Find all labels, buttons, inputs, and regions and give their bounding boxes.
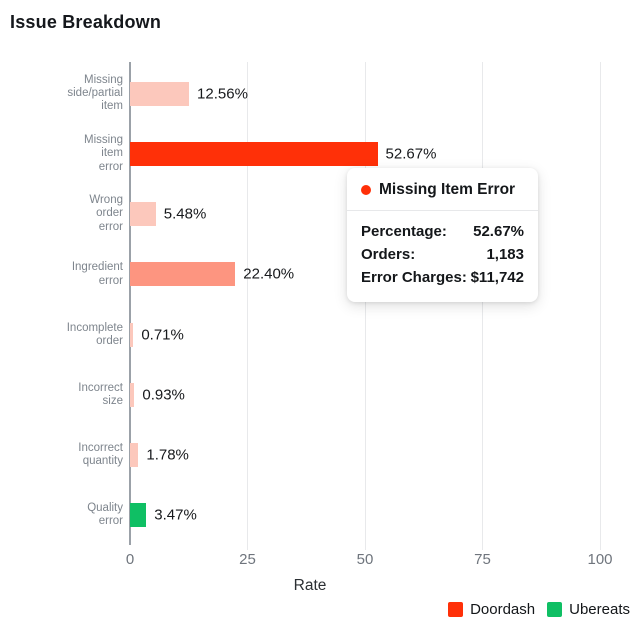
legend-label: Ubereats	[569, 601, 630, 618]
tooltip-title: Missing Item Error	[379, 181, 516, 198]
x-tick-0: 0	[125, 551, 135, 568]
x-tick-25: 25	[239, 551, 256, 568]
legend-swatch-icon	[547, 602, 563, 617]
value-label-ingredient-error: 22.40%	[243, 265, 295, 283]
plot-area: 0 25 50 75 100 Missing side/partial item 12.56…	[67, 62, 613, 568]
gridline-75	[482, 62, 483, 550]
gridline-100	[599, 62, 601, 550]
tooltip-body: Percentage: 52.67% Orders: 1,183 Error Charg…	[361, 220, 524, 289]
chart-title: Issue Breakdown	[10, 12, 162, 32]
value-label-incorrect-quantity: 1.78%	[146, 446, 189, 464]
category-label-incorrect-size: Incorrect size	[78, 381, 123, 407]
value-label-wrong-order-error: 5.48%	[163, 205, 207, 223]
bar-incomplete-order[interactable]	[130, 322, 134, 347]
x-axis-label: Rate	[293, 577, 327, 594]
bar-wrong-order-error[interactable]	[130, 202, 156, 227]
tooltip-row-percentage: Percentage: 52.67%	[361, 220, 524, 243]
category-label-wrong-order-error: Wrong order error	[89, 194, 123, 233]
value-label-incomplete-order: 0.71%	[141, 326, 184, 343]
legend-swatch-icon	[448, 602, 464, 617]
y-axis-line	[129, 62, 131, 545]
bar-incorrect-size[interactable]	[130, 382, 135, 407]
tooltip-row-label: Percentage:	[361, 223, 447, 240]
value-label-quality-error: 3.47%	[154, 506, 197, 524]
x-tick-50: 50	[356, 551, 374, 568]
legend-label: Doordash	[470, 601, 536, 618]
tooltip-row-label: Orders:	[361, 246, 416, 263]
legend-item-doordash[interactable]: Doordash	[448, 601, 535, 618]
bar-missing-side-partial-item[interactable]	[130, 82, 190, 106]
category-label-missing-side-partial-item: Missing side/partial item	[67, 74, 123, 113]
legend-item-ubereats[interactable]: Ubereats	[547, 601, 630, 618]
value-label-missing-side-partial-item: 12.56%	[197, 85, 248, 103]
series-dot-icon	[361, 185, 371, 195]
bar-missing-item-error[interactable]	[130, 142, 378, 167]
tooltip-row-value: 52.67%	[473, 223, 524, 240]
category-label-ingredient-error: Ingredient error	[71, 261, 123, 287]
tooltip-row-value: 1,183	[486, 246, 524, 263]
bar-incorrect-quantity[interactable]	[130, 442, 139, 467]
bar-ingredient-error[interactable]	[130, 262, 236, 287]
tooltip-header: Missing Item Error	[361, 181, 524, 199]
category-label-quality-error: Quality error	[87, 501, 123, 527]
category-label-missing-item-error: Missing item error	[84, 134, 123, 173]
tooltip-row-label: Error Charges:	[361, 269, 467, 286]
gridline-50	[364, 62, 366, 550]
value-label-incorrect-size: 0.93%	[142, 386, 185, 404]
tooltip-divider	[347, 210, 538, 211]
x-tick-75: 75	[474, 551, 491, 568]
value-label-missing-item-error: 52.67%	[385, 145, 437, 163]
legend: Doordash Ubereats	[448, 601, 630, 618]
bar-quality-error[interactable]	[130, 502, 147, 527]
tooltip-row-orders: Orders: 1,183	[361, 243, 524, 266]
category-label-incomplete-order: Incomplete order	[66, 321, 123, 347]
tooltip: Missing Item Error Percentage: 52.67% Orde…	[347, 168, 538, 302]
x-tick-100: 100	[587, 551, 613, 568]
tooltip-row-value: $11,742	[470, 269, 524, 286]
gridline-25	[247, 62, 248, 550]
category-label-incorrect-quantity: Incorrect quantity	[78, 441, 123, 467]
tooltip-row-error-charges: Error Charges: $11,742	[361, 266, 524, 289]
